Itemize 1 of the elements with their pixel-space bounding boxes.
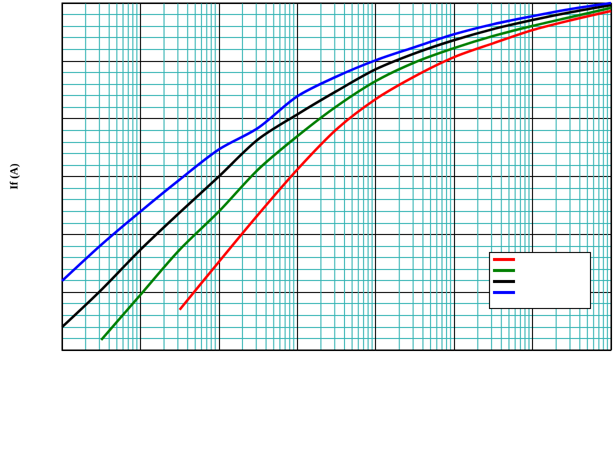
y-axis-title: If (A) <box>8 163 20 190</box>
